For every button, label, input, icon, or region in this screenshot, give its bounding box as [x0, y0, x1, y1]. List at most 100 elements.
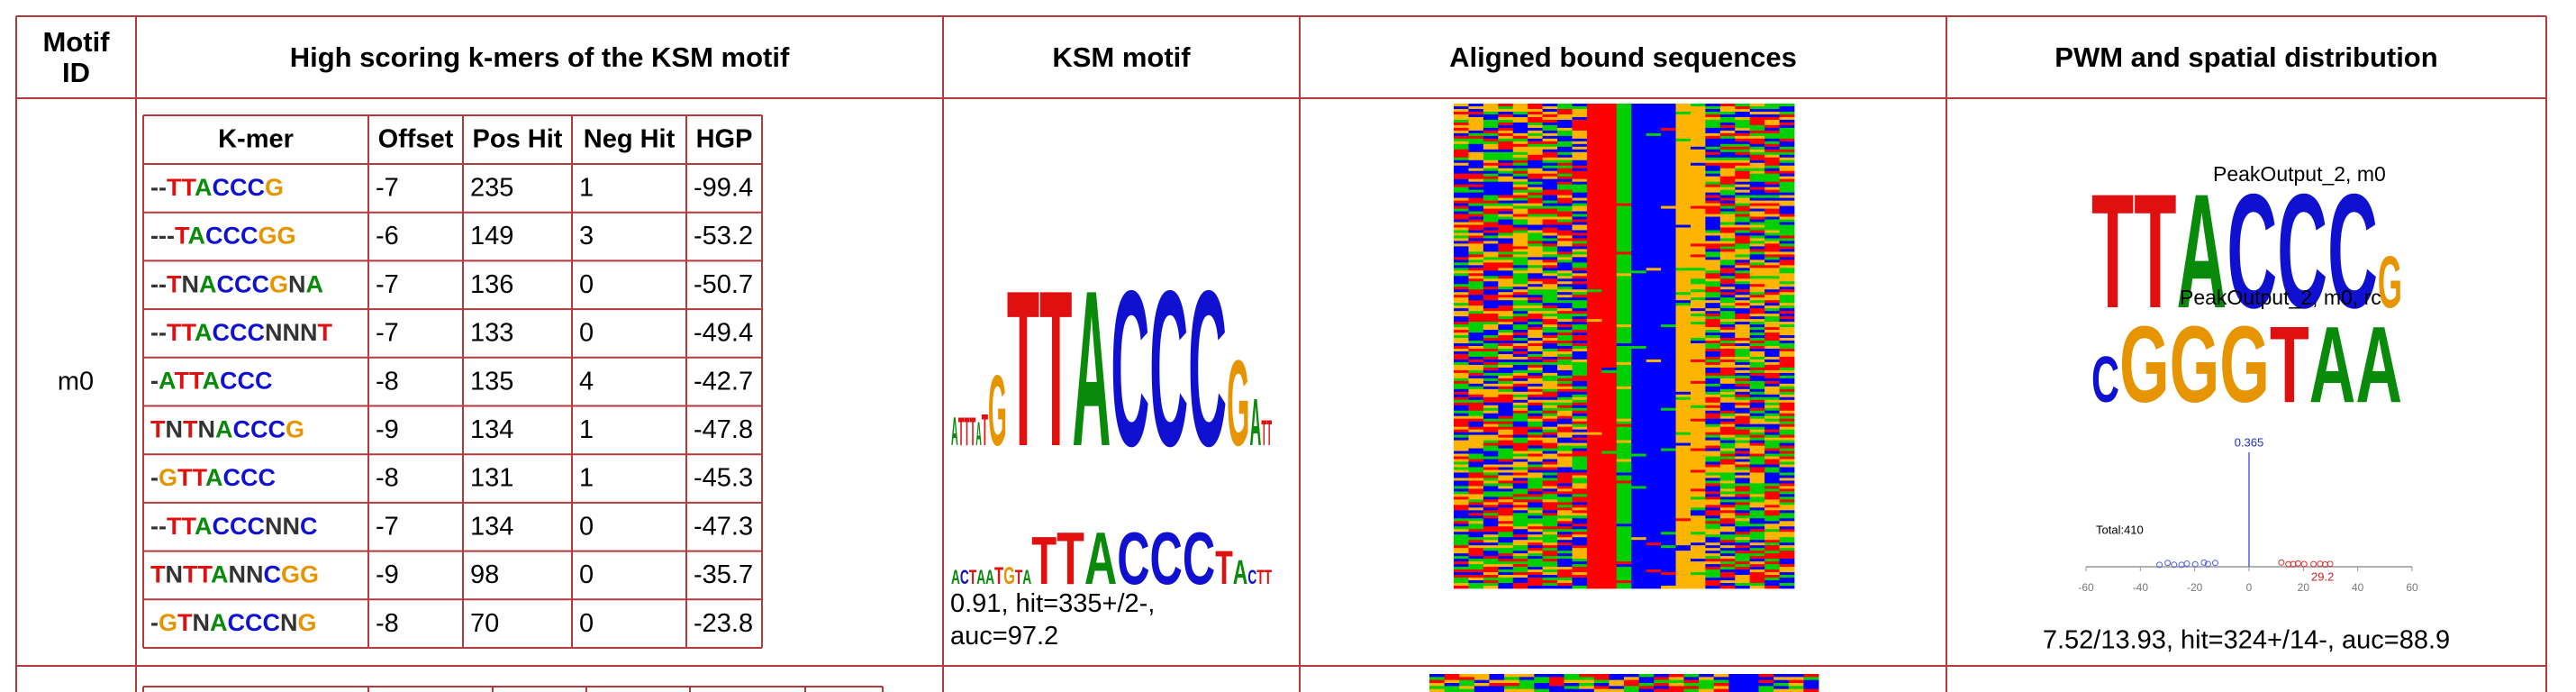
kmer-cell: 3 [579, 222, 594, 250]
sequence-cell [1572, 262, 1588, 269]
sequence-cell [1512, 364, 1528, 371]
sequence-cell [1468, 388, 1484, 396]
sequence-cell [1454, 478, 1469, 481]
sequence-cell [1646, 135, 1662, 269]
sequence-cell [1454, 440, 1469, 451]
sequence-cell [1504, 679, 1520, 684]
sequence-cell [1705, 359, 1721, 363]
sequence-cell [1749, 205, 1765, 209]
sequence-cell [1779, 491, 1795, 495]
sequence-cell [1690, 405, 1706, 409]
sequence-cell [1705, 569, 1721, 578]
sequence-cell [1542, 151, 1558, 159]
sequence-cell [1557, 453, 1573, 457]
sequence-cell [1735, 278, 1751, 282]
sequence-cell [1468, 426, 1484, 431]
sequence-cell [1699, 677, 1715, 681]
sequence-cell [1735, 545, 1751, 549]
sequence-cell [1512, 480, 1528, 484]
sequence-cell [1705, 173, 1721, 178]
sequence-cell [1542, 567, 1558, 570]
sequence-cell [1483, 396, 1499, 404]
sequence-cell [1779, 311, 1795, 314]
sequence-cell [1749, 216, 1765, 220]
sequence-cell [1705, 300, 1721, 304]
sequence-cell [1779, 486, 1795, 489]
site-dot [2171, 561, 2178, 569]
sequence-cell [1690, 542, 1706, 546]
sequence-cell [1572, 456, 1588, 470]
sequence-cell [1764, 265, 1780, 269]
sequence-cell [1483, 388, 1499, 398]
sequence-cell [1572, 343, 1588, 347]
sequence-cell [1749, 407, 1765, 412]
sequence-cell [1468, 429, 1484, 433]
sequence-cell [1528, 372, 1544, 377]
sequence-cell [1498, 496, 1514, 500]
sequence-cell [1690, 257, 1706, 269]
sequence-cell [1749, 551, 1765, 554]
sequence-cell [1468, 114, 1484, 118]
sequence-cell [1572, 270, 1588, 274]
sequence-cell [1557, 445, 1573, 451]
pwm-label: PeakOutput_2, m0, rc [2180, 286, 2381, 309]
sequence-cell [1542, 114, 1558, 118]
sequence-cell [1764, 459, 1780, 465]
sequence-cell [1735, 243, 1751, 250]
sequence-cell [1779, 314, 1795, 317]
sequence-cell [1483, 434, 1499, 442]
sequence-cell [1512, 170, 1528, 175]
sequence-cell [1557, 483, 1573, 487]
sequence-cell [1705, 249, 1721, 252]
sequence-cell [1557, 246, 1573, 252]
sequence-cell [1429, 686, 1446, 690]
sequence-cell [1749, 440, 1765, 443]
sequence-cell [1557, 154, 1573, 159]
sequence-cell [1735, 319, 1751, 323]
sequence-cell [1749, 116, 1765, 126]
sequence-cell [1557, 486, 1573, 489]
sequence-cell [1719, 561, 1736, 565]
sequence-cell [1468, 151, 1484, 161]
sequence-cell [1468, 396, 1484, 401]
sequence-cell [1705, 364, 1721, 369]
sequence-cell [1735, 289, 1751, 293]
sequence-cell [1713, 688, 1729, 692]
sequence-cell [1483, 200, 1499, 204]
sequence-cell [1528, 104, 1544, 110]
sequence-cell [1557, 369, 1573, 377]
sequence-cell [1483, 130, 1499, 134]
sequence-cell [1572, 529, 1588, 533]
kmer-cell: 1 [579, 174, 594, 203]
sequence-cell [1719, 203, 1736, 206]
sequence-cell [1764, 108, 1780, 113]
sequence-cell [1468, 243, 1484, 252]
sequence-cell [1779, 445, 1795, 449]
sequence-cell [1572, 488, 1588, 495]
sequence-cell [1779, 356, 1795, 369]
sequence-cell [1468, 216, 1484, 220]
sequence-cell [1498, 238, 1514, 244]
sequence-cell [1542, 413, 1558, 417]
sequence-cell [1705, 351, 1721, 358]
sequence-cell [1735, 227, 1751, 231]
sequence-cell [1557, 104, 1573, 110]
sequence-cell [1572, 575, 1588, 578]
sequence-cell [1498, 195, 1514, 199]
sequence-cell [1601, 369, 1618, 374]
sequence-cell [1498, 224, 1514, 233]
sequence-cell [1542, 251, 1558, 255]
sequence-cell [1468, 378, 1484, 385]
sequence-cell [1454, 453, 1469, 457]
sequence-cell [1735, 478, 1751, 484]
sequence-cell [1579, 683, 1595, 687]
sequence-cell [1468, 322, 1484, 333]
sequence-cell [1572, 410, 1588, 414]
sequence-cell [1542, 451, 1558, 454]
sequence-cell [1705, 518, 1721, 522]
site-dot [2294, 560, 2301, 567]
sequence-cell [1483, 486, 1499, 492]
sequence-cell [1728, 674, 1745, 692]
sequence-cell [1483, 426, 1499, 433]
